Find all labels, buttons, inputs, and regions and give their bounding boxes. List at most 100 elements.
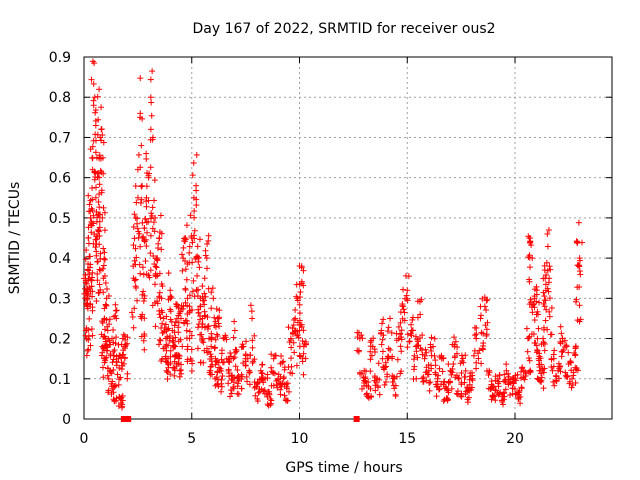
data-point [502,377,509,384]
data-point [92,236,99,243]
data-point [106,337,113,344]
data-point [473,365,480,372]
data-point [398,336,405,343]
data-point [82,279,89,286]
data-point [159,329,166,336]
data-point [113,397,120,404]
data-point [524,348,531,355]
data-point [264,401,271,408]
data-point [163,358,170,365]
data-point [146,274,153,281]
data-point [251,384,258,391]
data-point [264,393,271,400]
data-point [152,323,159,330]
data-point [540,339,547,346]
data-point [208,305,215,312]
data-point [552,372,559,379]
data-point [143,219,150,226]
data-point [190,232,197,239]
data-point [86,271,93,278]
data-point [561,337,568,344]
data-point [178,251,185,258]
data-point [104,323,111,330]
data-point [98,126,105,133]
data-point [542,281,549,288]
data-point [110,366,117,373]
data-point [92,107,99,114]
data-point [188,367,195,374]
data-point [151,228,158,235]
x-tick-label: 15 [398,431,416,447]
data-point [495,380,502,387]
data-point [570,372,577,379]
data-point [96,152,103,159]
data-point [249,337,256,344]
data-point [303,340,310,347]
data-point [119,392,126,399]
data-point [147,250,154,257]
data-point [147,76,154,83]
data-point [354,329,361,336]
data-point [509,390,516,397]
data-point [129,313,136,320]
data-point [170,339,177,346]
data-point [156,235,163,242]
data-point [471,332,478,339]
data-point [218,376,225,383]
data-point [280,375,287,382]
data-point [568,367,575,374]
data-point [408,321,415,328]
data-point [171,372,178,379]
data-point [400,286,407,293]
data-point [182,286,189,293]
data-point [213,374,220,381]
data-point [547,266,554,273]
data-point [367,356,374,363]
data-point [134,225,141,232]
data-point [421,355,428,362]
data-point [550,351,557,358]
data-point [189,360,196,367]
data-point [111,352,118,359]
data-point [110,326,117,333]
data-point [373,379,380,386]
y-tick-label: 0 [62,412,71,428]
data-point [85,276,92,283]
data-point [197,331,204,338]
data-point [158,358,165,365]
y-axis: 0 0.1 0.2 0.3 0.4 0.5 0.6 0.7 0.8 0.9 [49,50,612,428]
data-point [193,196,200,203]
data-point [285,364,292,371]
data-point [89,154,96,161]
data-point [85,234,92,241]
data-point [251,379,258,386]
data-point [130,223,137,230]
data-point [398,348,405,355]
data-point [533,298,540,305]
data-point [285,388,292,395]
data-point [368,352,375,359]
data-point [544,285,551,292]
data-point [465,394,472,401]
data-point [432,362,439,369]
data-point [534,375,541,382]
data-point [450,360,457,367]
data-point [148,210,155,217]
y-tick-label: 0.5 [49,211,71,227]
data-point [426,387,433,394]
data-point [167,293,174,300]
data-point [84,347,91,354]
data-point [519,365,526,372]
data-point [376,391,383,398]
data-point [189,172,196,179]
data-point [218,347,225,354]
data-point [428,365,435,372]
data-point [521,376,528,383]
data-point [534,347,541,354]
data-point [207,351,214,358]
data-point [188,233,195,240]
data-point [427,341,434,348]
data-point [423,377,430,384]
data-point [143,183,150,190]
data-point [97,250,104,257]
